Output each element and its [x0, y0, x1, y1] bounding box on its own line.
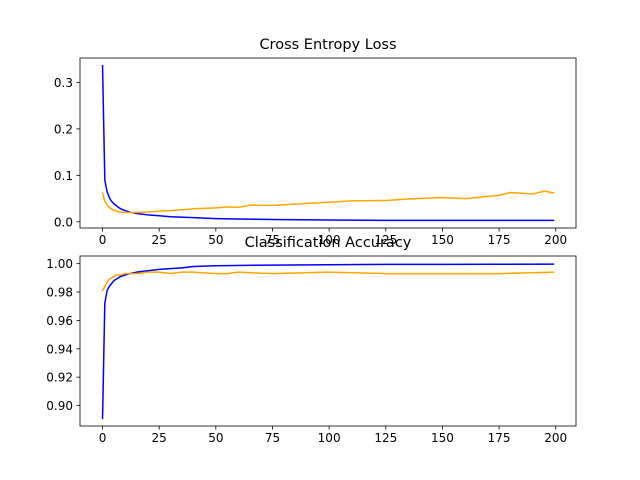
x-tick-label: 200 [544, 233, 567, 247]
x-tick-label: 100 [318, 233, 341, 247]
x-tick-label: 100 [318, 431, 341, 445]
y-tick-label: 0.92 [46, 371, 73, 385]
chart-panel-0: 0 25 50 75 100 125 150 175 200 0.0 0.1 0.2 0.3 Cross … [54, 37, 577, 247]
x-tick-label: 75 [265, 431, 280, 445]
chart-title: Classification Accuracy [245, 235, 412, 251]
y-tick-label: 0.94 [46, 342, 73, 356]
x-tick-label: 150 [431, 431, 454, 445]
x-tick-label: 25 [152, 233, 167, 247]
axes-frame [79, 255, 577, 427]
x-tick-label: 175 [488, 431, 511, 445]
x-tick-label: 125 [374, 233, 397, 247]
x-tick-label: 25 [152, 431, 167, 445]
y-tick-label: 0.1 [54, 169, 73, 183]
x-tick-label: 50 [208, 233, 223, 247]
x-tick-label: 75 [265, 233, 280, 247]
series-line-1-0 [101, 263, 555, 420]
x-tick-label: 0 [99, 431, 107, 445]
axes-frame [79, 57, 577, 229]
y-tick-label: 0.90 [46, 399, 73, 413]
y-tick-label: 0.98 [46, 286, 73, 300]
y-tick-label: 0.2 [54, 122, 73, 136]
chart-title: Cross Entropy Loss [259, 37, 396, 53]
x-tick-label: 200 [544, 431, 567, 445]
y-tick-label: 0.0 [54, 215, 73, 229]
x-tick-label: 175 [488, 233, 511, 247]
x-tick-label: 0 [99, 233, 107, 247]
series-line-0-0 [101, 64, 555, 222]
x-tick-label: 125 [374, 431, 397, 445]
y-tick-label: 0.3 [54, 76, 73, 90]
x-tick-label: 50 [208, 431, 223, 445]
series-line-0-1 [101, 190, 555, 214]
x-tick-label: 150 [431, 233, 454, 247]
chart-panel-1: 0 25 50 75 100 125 150 175 200 0.90 0.92 0.94 0.96 0.… [46, 235, 577, 445]
y-tick-label: 0.96 [46, 314, 73, 328]
y-tick-label: 1.00 [46, 257, 73, 271]
series-line-1-1 [101, 271, 555, 292]
